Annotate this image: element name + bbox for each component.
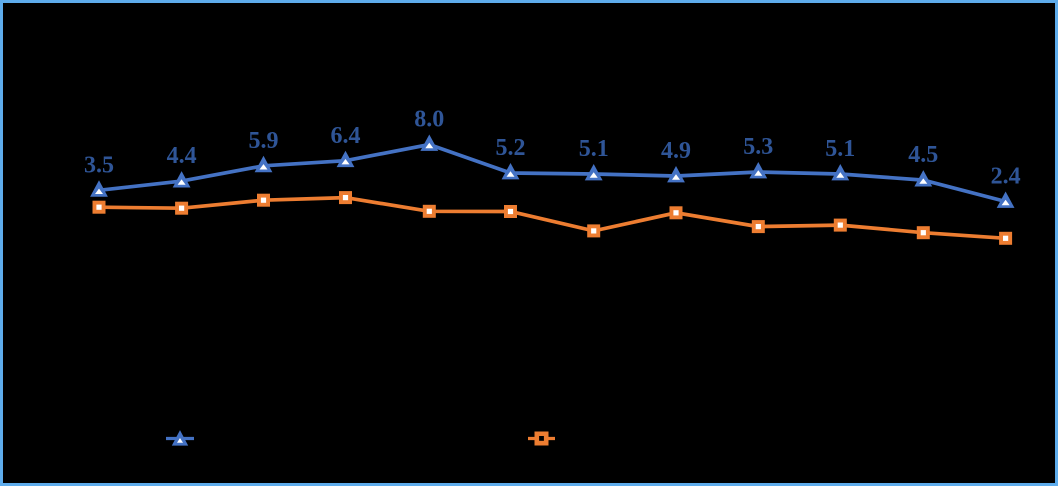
svg-text:4.5: 4.5 — [908, 142, 938, 168]
svg-text:5.1: 5.1 — [579, 136, 609, 162]
svg-text:6.4: 6.4 — [331, 123, 361, 149]
svg-text:3.5: 3.5 — [84, 152, 114, 178]
svg-text:4.4: 4.4 — [167, 143, 197, 169]
svg-text:5.1: 5.1 — [825, 136, 855, 162]
svg-text:5.2: 5.2 — [496, 135, 526, 161]
svg-text:8.0: 8.0 — [414, 107, 444, 133]
svg-text:4.9: 4.9 — [661, 138, 691, 164]
svg-text:2.4: 2.4 — [991, 164, 1021, 190]
svg-text:5.3: 5.3 — [743, 134, 773, 160]
svg-text:5.9: 5.9 — [249, 128, 279, 154]
